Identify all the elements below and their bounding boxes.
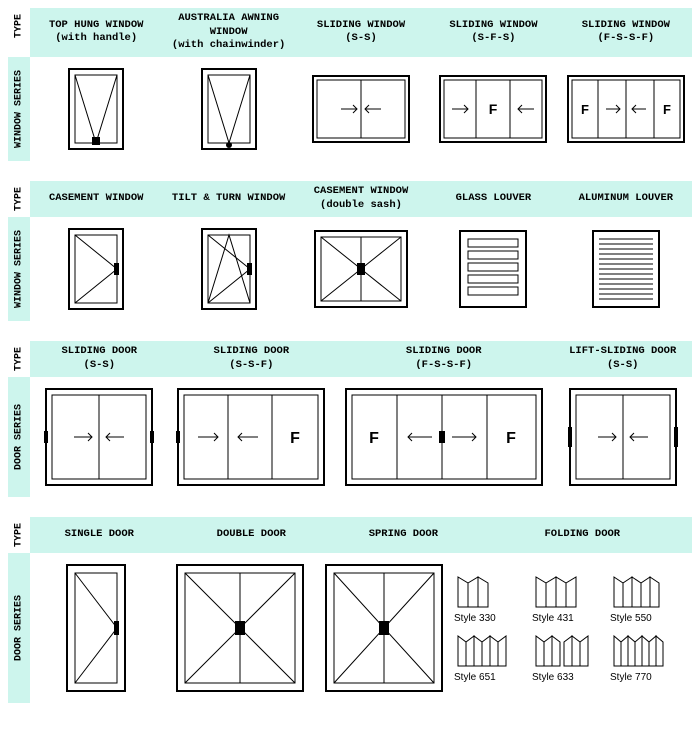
series-label: DOOR SERIES [8, 404, 30, 470]
type-label: TYPE [8, 181, 30, 217]
diagram-sliding-sfs: F [427, 74, 559, 144]
svg-text:F: F [489, 101, 498, 117]
diagram-casement [30, 227, 162, 311]
col-header: SINGLE DOOR [30, 524, 169, 546]
diagram-tilt-turn [162, 227, 294, 311]
col-header: AUSTRALIA AWNING WINDOW(with chainwinder… [162, 8, 294, 57]
series-label: WINDOW SERIES [8, 70, 30, 148]
col-header: TOP HUNG WINDOW(with handle) [30, 15, 162, 50]
diagram-glass-louver [427, 229, 559, 309]
type-label: TYPE [8, 341, 30, 377]
diagram-spring-door [319, 563, 450, 693]
diagram-sliding-fssf: FF [560, 74, 692, 144]
svg-text:F: F [290, 430, 300, 447]
col-header: CASEMENT WINDOW [30, 188, 162, 210]
diagram-sliding-ss [295, 74, 427, 144]
svg-text:F: F [663, 102, 671, 117]
svg-text:F: F [581, 102, 589, 117]
fold-550: Style 550 [610, 573, 688, 624]
fold-431: Style 431 [532, 573, 606, 624]
series-label: WINDOW SERIES [8, 230, 30, 308]
type-label: TYPE [8, 517, 30, 553]
col-header: SLIDING WINDOW(S-S) [295, 15, 427, 50]
diagram-top-hung [30, 67, 162, 151]
diagram-sliding-door-ssf: F [168, 387, 334, 487]
col-header: SLIDING WINDOW(F-S-S-F) [560, 15, 692, 50]
folding-styles: Style 330 Style 431 Style 550 Style 651 … [450, 569, 692, 687]
diagram-casement-double [295, 229, 427, 309]
col-header: SLIDING DOOR(S-S-F) [169, 341, 335, 376]
diagram-sliding-door-ss [30, 387, 168, 487]
svg-text:F: F [506, 430, 516, 447]
col-header: FOLDING DOOR [473, 524, 692, 546]
type-label: TYPE [8, 8, 30, 44]
series-label: DOOR SERIES [8, 595, 30, 661]
section-door-2: TYPE SINGLE DOOR DOUBLE DOOR SPRING DOOR… [8, 517, 692, 703]
svg-text:F: F [369, 430, 379, 447]
col-header: TILT & TURN WINDOW [162, 188, 294, 210]
col-header: DOUBLE DOOR [169, 524, 335, 546]
diagram-single-door [30, 563, 161, 693]
col-header: SLIDING DOOR(F-S-S-F) [334, 341, 553, 376]
col-header: LIFT-SLIDING DOOR(S-S) [553, 341, 692, 376]
col-header: SLIDING DOOR(S-S) [30, 341, 169, 376]
fold-330: Style 330 [454, 573, 528, 624]
fold-770: Style 770 [610, 632, 688, 683]
col-header: CASEMENT WINDOW(double sash) [295, 181, 427, 216]
section-door-1: TYPE SLIDING DOOR(S-S) SLIDING DOOR(S-S-… [8, 341, 692, 497]
diagram-double-door [161, 563, 319, 693]
col-header: ALUMINUM LOUVER [560, 188, 692, 210]
fold-651: Style 651 [454, 632, 528, 683]
diagram-awning [162, 67, 294, 151]
diagram-sliding-door-fssf: FF [333, 387, 554, 487]
diagram-aluminum-louver [560, 229, 692, 309]
col-header: GLASS LOUVER [427, 188, 559, 210]
col-header: SPRING DOOR [334, 524, 473, 546]
section-window-2: TYPE CASEMENT WINDOW TILT & TURN WINDOW … [8, 181, 692, 321]
section-window-1: TYPE TOP HUNG WINDOW(with handle) AUSTRA… [8, 8, 692, 161]
col-header: SLIDING WINDOW(S-F-S) [427, 15, 559, 50]
diagram-lift-sliding [554, 387, 692, 487]
fold-633: Style 633 [532, 632, 606, 683]
